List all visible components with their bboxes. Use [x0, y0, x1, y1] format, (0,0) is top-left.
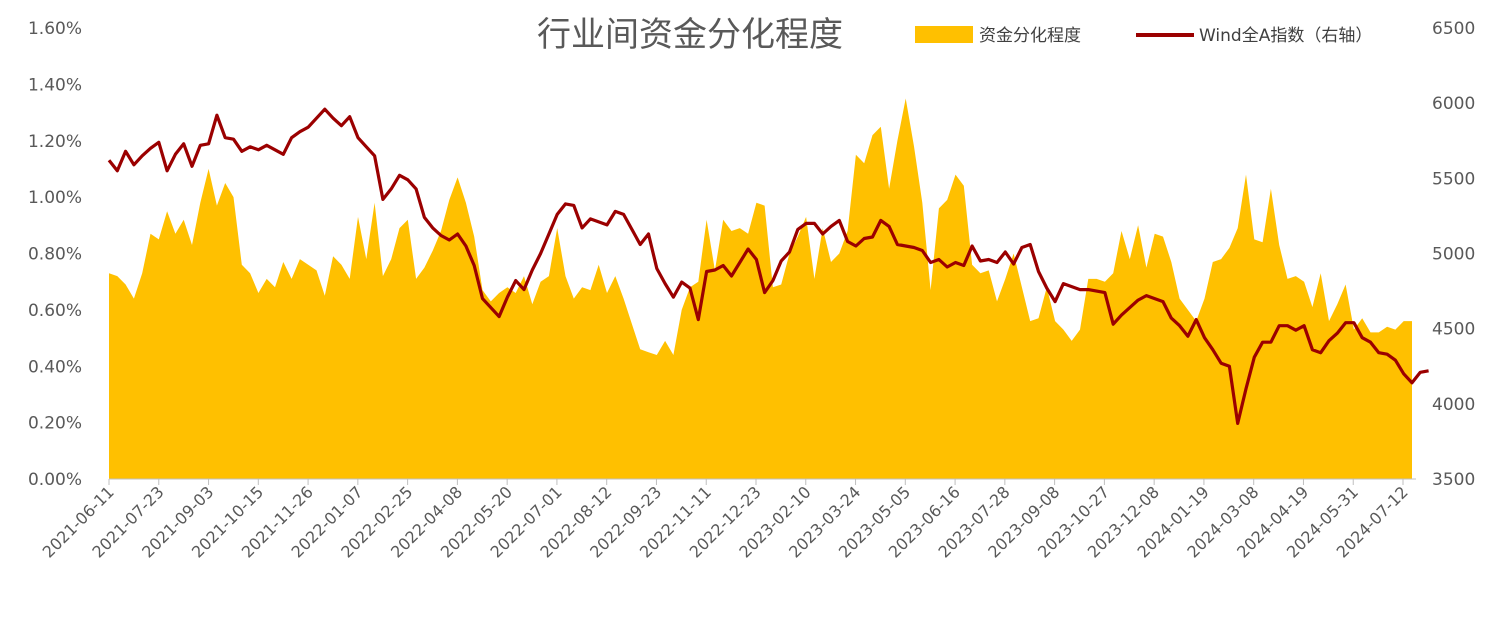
legend-swatch-area — [915, 26, 973, 43]
y-right-tick-label: 4000 — [1432, 395, 1475, 415]
y-right-tick-label: 4500 — [1432, 320, 1475, 340]
right-axis: 3500 4000 4500 5000 5500 6000 6500 — [1432, 19, 1475, 490]
y-left-tick-label: 0.60% — [28, 301, 82, 321]
y-right-tick-label: 3500 — [1432, 470, 1475, 490]
area-layer — [109, 98, 1412, 479]
y-right-tick-label: 6500 — [1432, 19, 1475, 39]
y-left-tick-label: 1.40% — [28, 75, 82, 95]
y-left-tick-label: 1.00% — [28, 188, 82, 208]
legend-label-area: 资金分化程度 — [979, 26, 1081, 46]
y-right-tick-label: 5500 — [1432, 169, 1475, 189]
chart-title: 行业间资金分化程度 — [537, 15, 843, 55]
x-axis: 2021-06-112021-07-232021-09-032021-10-15… — [39, 479, 1412, 562]
y-right-tick-label: 6000 — [1432, 94, 1475, 114]
line-layer — [107, 107, 1429, 425]
y-left-tick-label: 1.20% — [28, 132, 82, 152]
y-left-tick-label: 0.80% — [28, 245, 82, 265]
series-line-wind-index — [107, 107, 1429, 425]
y-left-tick-label: 0.40% — [28, 357, 82, 377]
y-left-tick-label: 1.60% — [28, 19, 82, 39]
legend-label-line: Wind全A指数（右轴） — [1199, 26, 1372, 46]
legend: 资金分化程度 Wind全A指数（右轴） — [915, 26, 1372, 46]
left-axis: 0.00% 0.20% 0.40% 0.60% 0.80% 1.00% 1.20% 1.40%… — [28, 19, 82, 490]
y-right-tick-label: 5000 — [1432, 245, 1475, 265]
series-area-fund-divergence — [109, 98, 1412, 479]
y-left-tick-label: 0.20% — [28, 414, 82, 434]
y-left-tick-label: 0.00% — [28, 470, 82, 490]
